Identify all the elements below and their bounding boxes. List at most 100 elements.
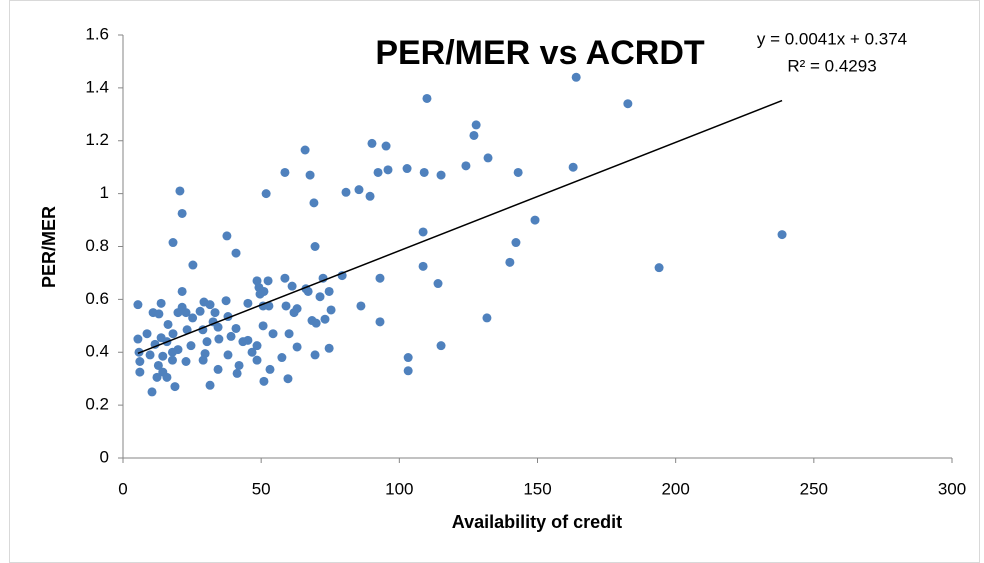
x-tick-label: 50 (252, 479, 271, 498)
point (142, 329, 152, 339)
point (505, 257, 515, 267)
trendline (137, 99, 783, 354)
point (152, 372, 162, 382)
point (513, 167, 523, 177)
point (303, 286, 313, 296)
point (135, 367, 145, 377)
y-tick-label: 0.4 (85, 342, 109, 361)
point (188, 260, 198, 270)
point (247, 347, 257, 357)
point (231, 323, 241, 333)
point (310, 350, 320, 360)
point (287, 281, 297, 291)
point (402, 164, 412, 174)
point (381, 141, 391, 151)
y-tick-label: 1 (100, 183, 109, 202)
point (571, 72, 581, 82)
point (259, 286, 269, 296)
point (436, 170, 446, 180)
point (213, 364, 223, 374)
point (156, 298, 166, 308)
point (482, 313, 492, 323)
x-axis-label: Availability of credit (452, 512, 622, 532)
point (356, 301, 366, 311)
x-tick-label: 0 (118, 479, 127, 498)
point (280, 167, 290, 177)
point (150, 339, 160, 349)
point (261, 189, 271, 199)
point (292, 342, 302, 352)
point (309, 198, 319, 208)
point (135, 357, 145, 367)
point (234, 360, 244, 370)
point (383, 165, 393, 175)
point (158, 351, 168, 361)
point (182, 325, 192, 335)
point (367, 138, 377, 148)
y-tick-label: 1.6 (85, 24, 109, 43)
point (153, 360, 163, 370)
point (154, 309, 164, 319)
point (433, 279, 443, 289)
point (320, 314, 330, 324)
point (277, 353, 287, 363)
point (280, 273, 290, 283)
point (354, 185, 364, 195)
point (483, 153, 493, 163)
point (300, 145, 310, 155)
point (324, 343, 334, 353)
point (403, 353, 413, 363)
point (530, 215, 540, 225)
point (623, 99, 633, 109)
point (222, 231, 232, 241)
point (147, 387, 157, 397)
point (168, 329, 178, 339)
point (188, 313, 198, 323)
x-tick-label: 200 (661, 479, 689, 498)
point (259, 376, 269, 386)
y-axis-label: PER/MER (39, 206, 59, 288)
x-tick-label: 250 (800, 479, 828, 498)
point (281, 301, 291, 311)
point (210, 308, 220, 318)
point (238, 337, 248, 347)
point (167, 355, 177, 365)
point (375, 317, 385, 327)
point (263, 276, 273, 286)
point (252, 355, 262, 365)
point (403, 366, 413, 376)
point (265, 364, 275, 374)
point (418, 261, 428, 271)
point (223, 350, 233, 360)
x-tick-label: 150 (523, 479, 551, 498)
point (311, 318, 321, 328)
point (133, 334, 143, 344)
point (181, 308, 191, 318)
point (469, 130, 479, 140)
point (568, 162, 578, 172)
point (373, 167, 383, 177)
point (252, 341, 262, 351)
point (471, 120, 481, 130)
point (422, 93, 432, 103)
point (232, 368, 242, 378)
point (284, 329, 294, 339)
point (365, 191, 375, 201)
point (145, 350, 155, 360)
x-tick-label: 300 (938, 479, 966, 498)
point (324, 286, 334, 296)
point (181, 357, 191, 367)
point (419, 167, 429, 177)
point (162, 372, 172, 382)
chart-title: PER/MER vs ACRDT (375, 34, 705, 72)
point (221, 296, 231, 306)
point (133, 300, 143, 310)
x-tick-label: 100 (385, 479, 413, 498)
trendline-equation: y = 0.0041x + 0.374 (757, 29, 907, 48)
point (177, 286, 187, 296)
point (341, 187, 351, 197)
point (186, 341, 196, 351)
y-tick-label: 0.2 (85, 395, 109, 414)
point (375, 273, 385, 283)
